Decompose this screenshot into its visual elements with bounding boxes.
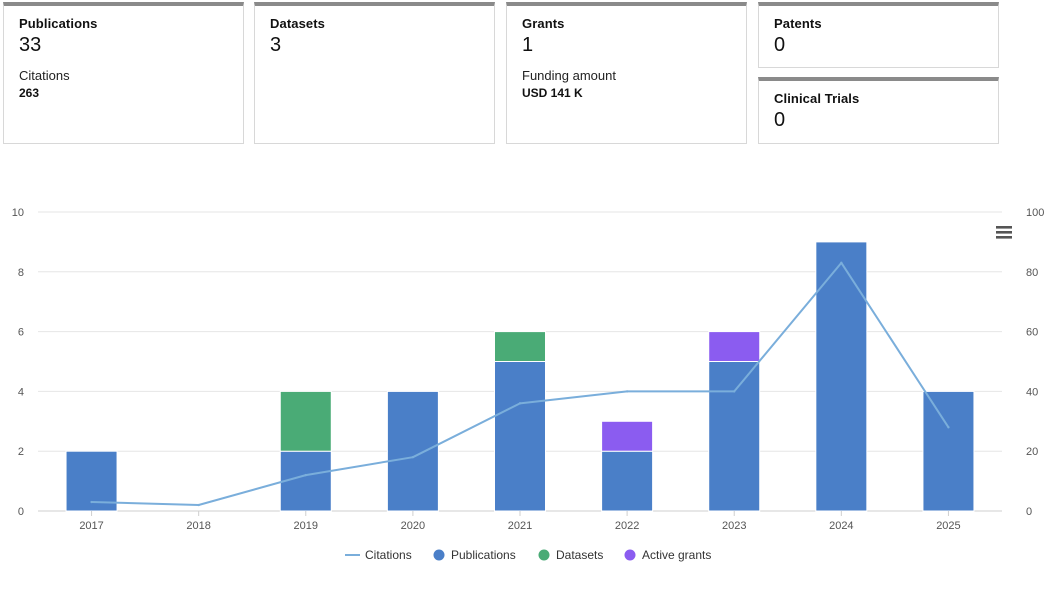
y-right-tick-label: 0 <box>1026 506 1032 518</box>
y-left-tick-label: 2 <box>18 446 24 458</box>
citations-label: Citations <box>19 68 70 83</box>
bars[interactable] <box>65 241 975 512</box>
y-left-tick-label: 4 <box>18 386 24 398</box>
x-tick-label: 2024 <box>829 520 853 532</box>
x-tick-label: 2022 <box>615 520 639 532</box>
legend-label-active-grants[interactable]: Active grants <box>642 548 711 562</box>
y-left-tick-label: 6 <box>18 327 24 339</box>
bar-datasets-2019[interactable] <box>279 390 332 452</box>
bar-active-grants-2023[interactable] <box>708 331 761 363</box>
bar-publications-2021[interactable] <box>494 361 546 512</box>
y-left-tick-label: 0 <box>18 506 24 518</box>
bar-publications-2024[interactable] <box>815 241 868 512</box>
x-tick-label: 2019 <box>294 520 318 532</box>
y-left-tick-label: 8 <box>18 267 24 279</box>
legend-swatch-publications[interactable] <box>433 549 445 561</box>
citations-point-2023[interactable] <box>733 390 736 393</box>
clinical-trials-card[interactable]: Clinical Trials 0 <box>758 77 999 144</box>
citations-count: 263 <box>19 86 40 100</box>
citations-point-2021[interactable] <box>518 402 522 405</box>
clinical-trials-label: Clinical Trials <box>774 91 860 106</box>
bar-publications-2023[interactable] <box>708 361 761 512</box>
bar-active-grants-2022[interactable] <box>601 420 654 452</box>
x-tick-label: 2021 <box>508 520 532 532</box>
datasets-card[interactable]: Datasets 3 <box>254 2 495 144</box>
publications-label: Publications <box>19 16 98 31</box>
bar-datasets-2021[interactable] <box>494 331 546 363</box>
legend-label-publications[interactable]: Publications <box>451 548 516 562</box>
citations-point-2025[interactable] <box>947 426 950 429</box>
y-right-tick-label: 60 <box>1026 327 1038 339</box>
funding-amount-value: USD 141 K <box>522 86 583 100</box>
y-right-tick-label: 100 <box>1026 207 1044 219</box>
citations-point-2017[interactable] <box>90 500 93 504</box>
grants-count: 1 <box>522 34 534 56</box>
legend[interactable]: Citations Publications Datasets Active gran… <box>345 548 711 562</box>
legend-swatch-active-grants[interactable] <box>624 549 636 561</box>
menu-icon[interactable] <box>996 226 1012 239</box>
citations-point-2022[interactable] <box>625 390 629 393</box>
patents-count: 0 <box>774 34 786 56</box>
publications-count: 33 <box>19 34 42 56</box>
legend-label-datasets[interactable]: Datasets <box>556 548 603 562</box>
x-tick-label: 2025 <box>936 520 960 532</box>
citations-point-2018[interactable] <box>197 503 200 507</box>
datasets-count: 3 <box>270 34 282 56</box>
bar-publications-2019[interactable] <box>279 450 332 512</box>
bar-publications-2022[interactable] <box>601 450 654 512</box>
citations-point-2020[interactable] <box>411 455 415 459</box>
y-right-tick-label: 40 <box>1026 386 1038 398</box>
grants-label: Grants <box>522 16 565 31</box>
citations-point-2024[interactable] <box>840 261 843 265</box>
x-tick-label: 2018 <box>186 520 210 532</box>
clinical-trials-count: 0 <box>774 109 786 131</box>
grants-card[interactable]: Grants 1 Funding amount USD 141 K <box>506 2 747 144</box>
citations-line-layer[interactable] <box>90 261 950 507</box>
patents-card[interactable]: Patents 0 <box>758 2 999 68</box>
y-right-tick-label: 80 <box>1026 267 1038 279</box>
x-tick-label: 2020 <box>401 520 425 532</box>
bar-publications-2025[interactable] <box>922 390 975 512</box>
patents-label: Patents <box>774 16 822 31</box>
citations-point-2019[interactable] <box>304 473 307 477</box>
legend-label-citations[interactable]: Citations <box>365 548 412 562</box>
funding-amount-label: Funding amount <box>522 68 616 83</box>
y-right-tick-label: 20 <box>1026 446 1038 458</box>
x-tick-label: 2023 <box>722 520 746 532</box>
publications-card[interactable]: Publications 33 Citations 263 <box>3 2 244 144</box>
datasets-label: Datasets <box>270 16 325 31</box>
legend-swatch-datasets[interactable] <box>538 549 550 561</box>
x-tick-label: 2017 <box>79 520 103 532</box>
bar-publications-2020[interactable] <box>386 390 439 512</box>
y-left-tick-label: 10 <box>12 207 24 219</box>
